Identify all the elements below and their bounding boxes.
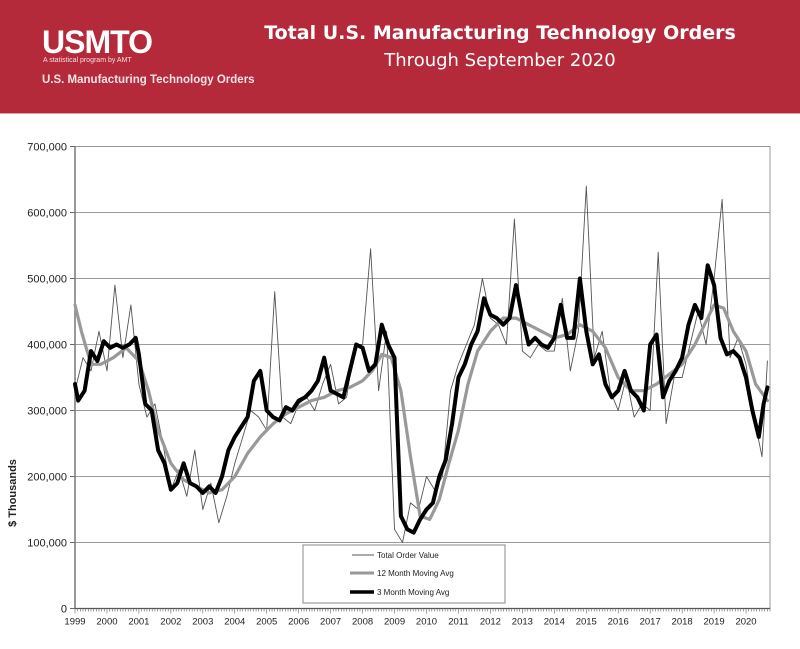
y-tick-label: 100,000 — [27, 538, 67, 550]
x-tick-label: 1999 — [64, 617, 85, 628]
y-axis: 0 100,000 200,000 300,000 400,000 500,000 600,… — [27, 142, 76, 616]
series-line-total-order-value — [74, 185, 768, 543]
x-tick-label: 2017 — [640, 617, 661, 628]
chart-area: 0 100,000 200,000 300,000 400,000 500,000 600,… — [7, 142, 771, 628]
legend-box — [302, 544, 506, 604]
x-tick-label: 2006 — [288, 617, 309, 628]
series-lines — [73, 185, 770, 543]
y-tick-label: 200,000 — [27, 472, 67, 484]
x-tick-label: 2016 — [608, 617, 629, 628]
x-tick-label: 2002 — [160, 617, 181, 628]
x-tick-label: 2013 — [512, 617, 533, 628]
x-tick-label: 2020 — [735, 617, 756, 628]
x-tick-label: 2004 — [224, 617, 245, 628]
legend-label-total: Total Order Value — [377, 551, 439, 560]
legend-label-12mo: 12 Month Moving Avg — [377, 569, 454, 578]
y-tick-label: 500,000 — [27, 274, 67, 286]
x-tick-label: 2008 — [352, 617, 373, 628]
chart-title: Total U.S. Manufacturing Technology Orde… — [264, 22, 736, 44]
chart-subtitle: Through September 2020 — [384, 50, 616, 71]
y-tick-label: 600,000 — [27, 208, 67, 220]
y-tick-label: 300,000 — [27, 406, 67, 418]
x-tick-label: 2009 — [384, 617, 405, 628]
logo-tagline: A statistical program by AMT — [43, 57, 132, 64]
legend-label-3mo: 3 Month Moving Avg — [377, 588, 449, 597]
usmto-logo: USMTO — [42, 24, 153, 60]
series-line-3-month-moving-avg — [73, 263, 770, 535]
x-tick-label: 2001 — [128, 617, 149, 628]
x-tick-label: 2018 — [672, 617, 693, 628]
legend: Total Order Value 12 Month Moving Avg 3 … — [302, 544, 506, 604]
y-tick-label: 400,000 — [27, 340, 67, 352]
x-tick-label: 2005 — [256, 617, 277, 628]
y-tick-label: 700,000 — [27, 142, 67, 154]
x-tick-label: 2015 — [576, 617, 597, 628]
header-banner: USMTO A statistical program by AMT U.S. … — [0, 0, 800, 114]
x-tick-label: 2000 — [96, 617, 117, 628]
series-line-12-month-moving-avg — [73, 303, 770, 521]
x-tick-label: 2014 — [544, 617, 565, 628]
x-tick-label: 2010 — [416, 617, 437, 628]
x-tick-label: 2007 — [320, 617, 341, 628]
x-axis: 1999 2000 2001 2002 2003 2004 2005 2006 2007 2008… — [64, 607, 771, 628]
x-tick-label: 2011 — [448, 617, 468, 628]
y-axis-title: $ Thousands — [7, 459, 19, 527]
x-tick-label: 2003 — [192, 617, 213, 628]
y-tick-label: 0 — [61, 604, 67, 616]
x-tick-label: 2019 — [704, 617, 725, 628]
x-tick-label: 2012 — [480, 617, 501, 628]
program-name: U.S. Manufacturing Technology Orders — [42, 74, 255, 86]
